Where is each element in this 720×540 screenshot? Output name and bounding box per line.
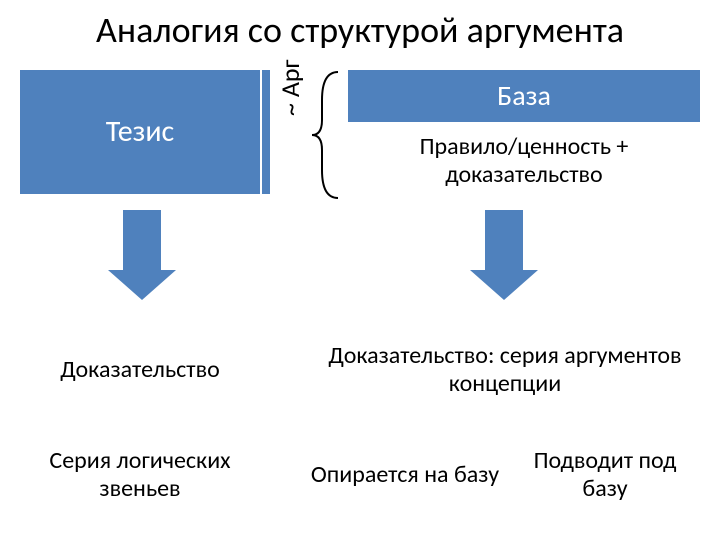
arrow-left [108,210,176,300]
box-base: База [348,70,700,122]
box-rule: Правило/ценность + доказательство [348,128,700,194]
divider-bar [262,70,270,194]
arrow-right [470,210,538,300]
brace-icon [310,70,340,200]
box-tezis: Тезис [20,70,260,194]
box-relies: Опирается на базу [310,440,500,510]
box-proof-left: Доказательство [20,330,260,410]
box-chain: Серия логических звеньев [20,440,260,510]
page-title: Аналогия со структурой аргумента [0,0,720,52]
arg-label: ~ Арг [274,59,306,116]
box-leads: Подводит под базу [510,440,700,510]
box-proof-right: Доказательство: серия аргументов концепц… [310,330,700,410]
